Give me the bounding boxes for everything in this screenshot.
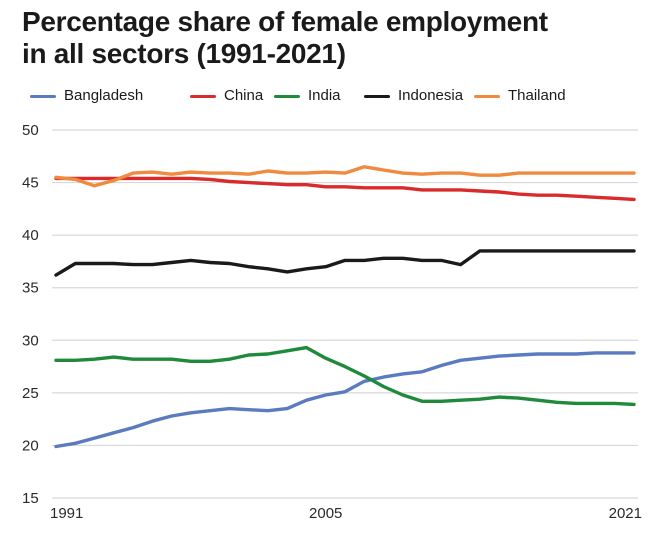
y-tick-label-40: 40 — [22, 227, 39, 244]
series-line-indonesia — [54, 249, 636, 277]
legend-swatch-indonesia — [364, 95, 390, 98]
legend-label-india: India — [308, 87, 341, 104]
y-tick-label-30: 30 — [22, 332, 39, 349]
legend-swatch-bangladesh — [30, 95, 56, 98]
y-tick-label-15: 15 — [22, 490, 39, 507]
series-line-bangladesh — [54, 351, 636, 449]
series-line-thailand — [54, 165, 636, 188]
y-tick-label-25: 25 — [22, 385, 39, 402]
y-tick-label-45: 45 — [22, 175, 39, 192]
legend-swatch-thailand — [474, 95, 500, 98]
legend-swatch-india — [274, 95, 300, 98]
title-line-1: Percentage share of female employment — [22, 6, 548, 37]
series-line-india — [54, 345, 636, 407]
legend-label-indonesia: Indonesia — [398, 87, 464, 104]
title-line-2: in all sectors (1991-2021) — [22, 38, 346, 69]
legend-label-china: China — [224, 87, 264, 104]
y-tick-label-20: 20 — [22, 437, 39, 454]
x-tick-label-2005: 2005 — [309, 505, 342, 522]
x-tick-label-2021: 2021 — [609, 505, 642, 522]
legend-swatch-china — [190, 95, 216, 98]
legend-label-thailand: Thailand — [508, 87, 566, 104]
legend-label-bangladesh: Bangladesh — [64, 87, 144, 104]
x-tick-label-1991: 1991 — [50, 505, 83, 522]
series-line-china — [54, 176, 636, 202]
chart-title: Percentage share of female employment in… — [22, 6, 642, 70]
y-tick-label-50: 50 — [22, 122, 39, 139]
y-tick-label-35: 35 — [22, 280, 39, 297]
